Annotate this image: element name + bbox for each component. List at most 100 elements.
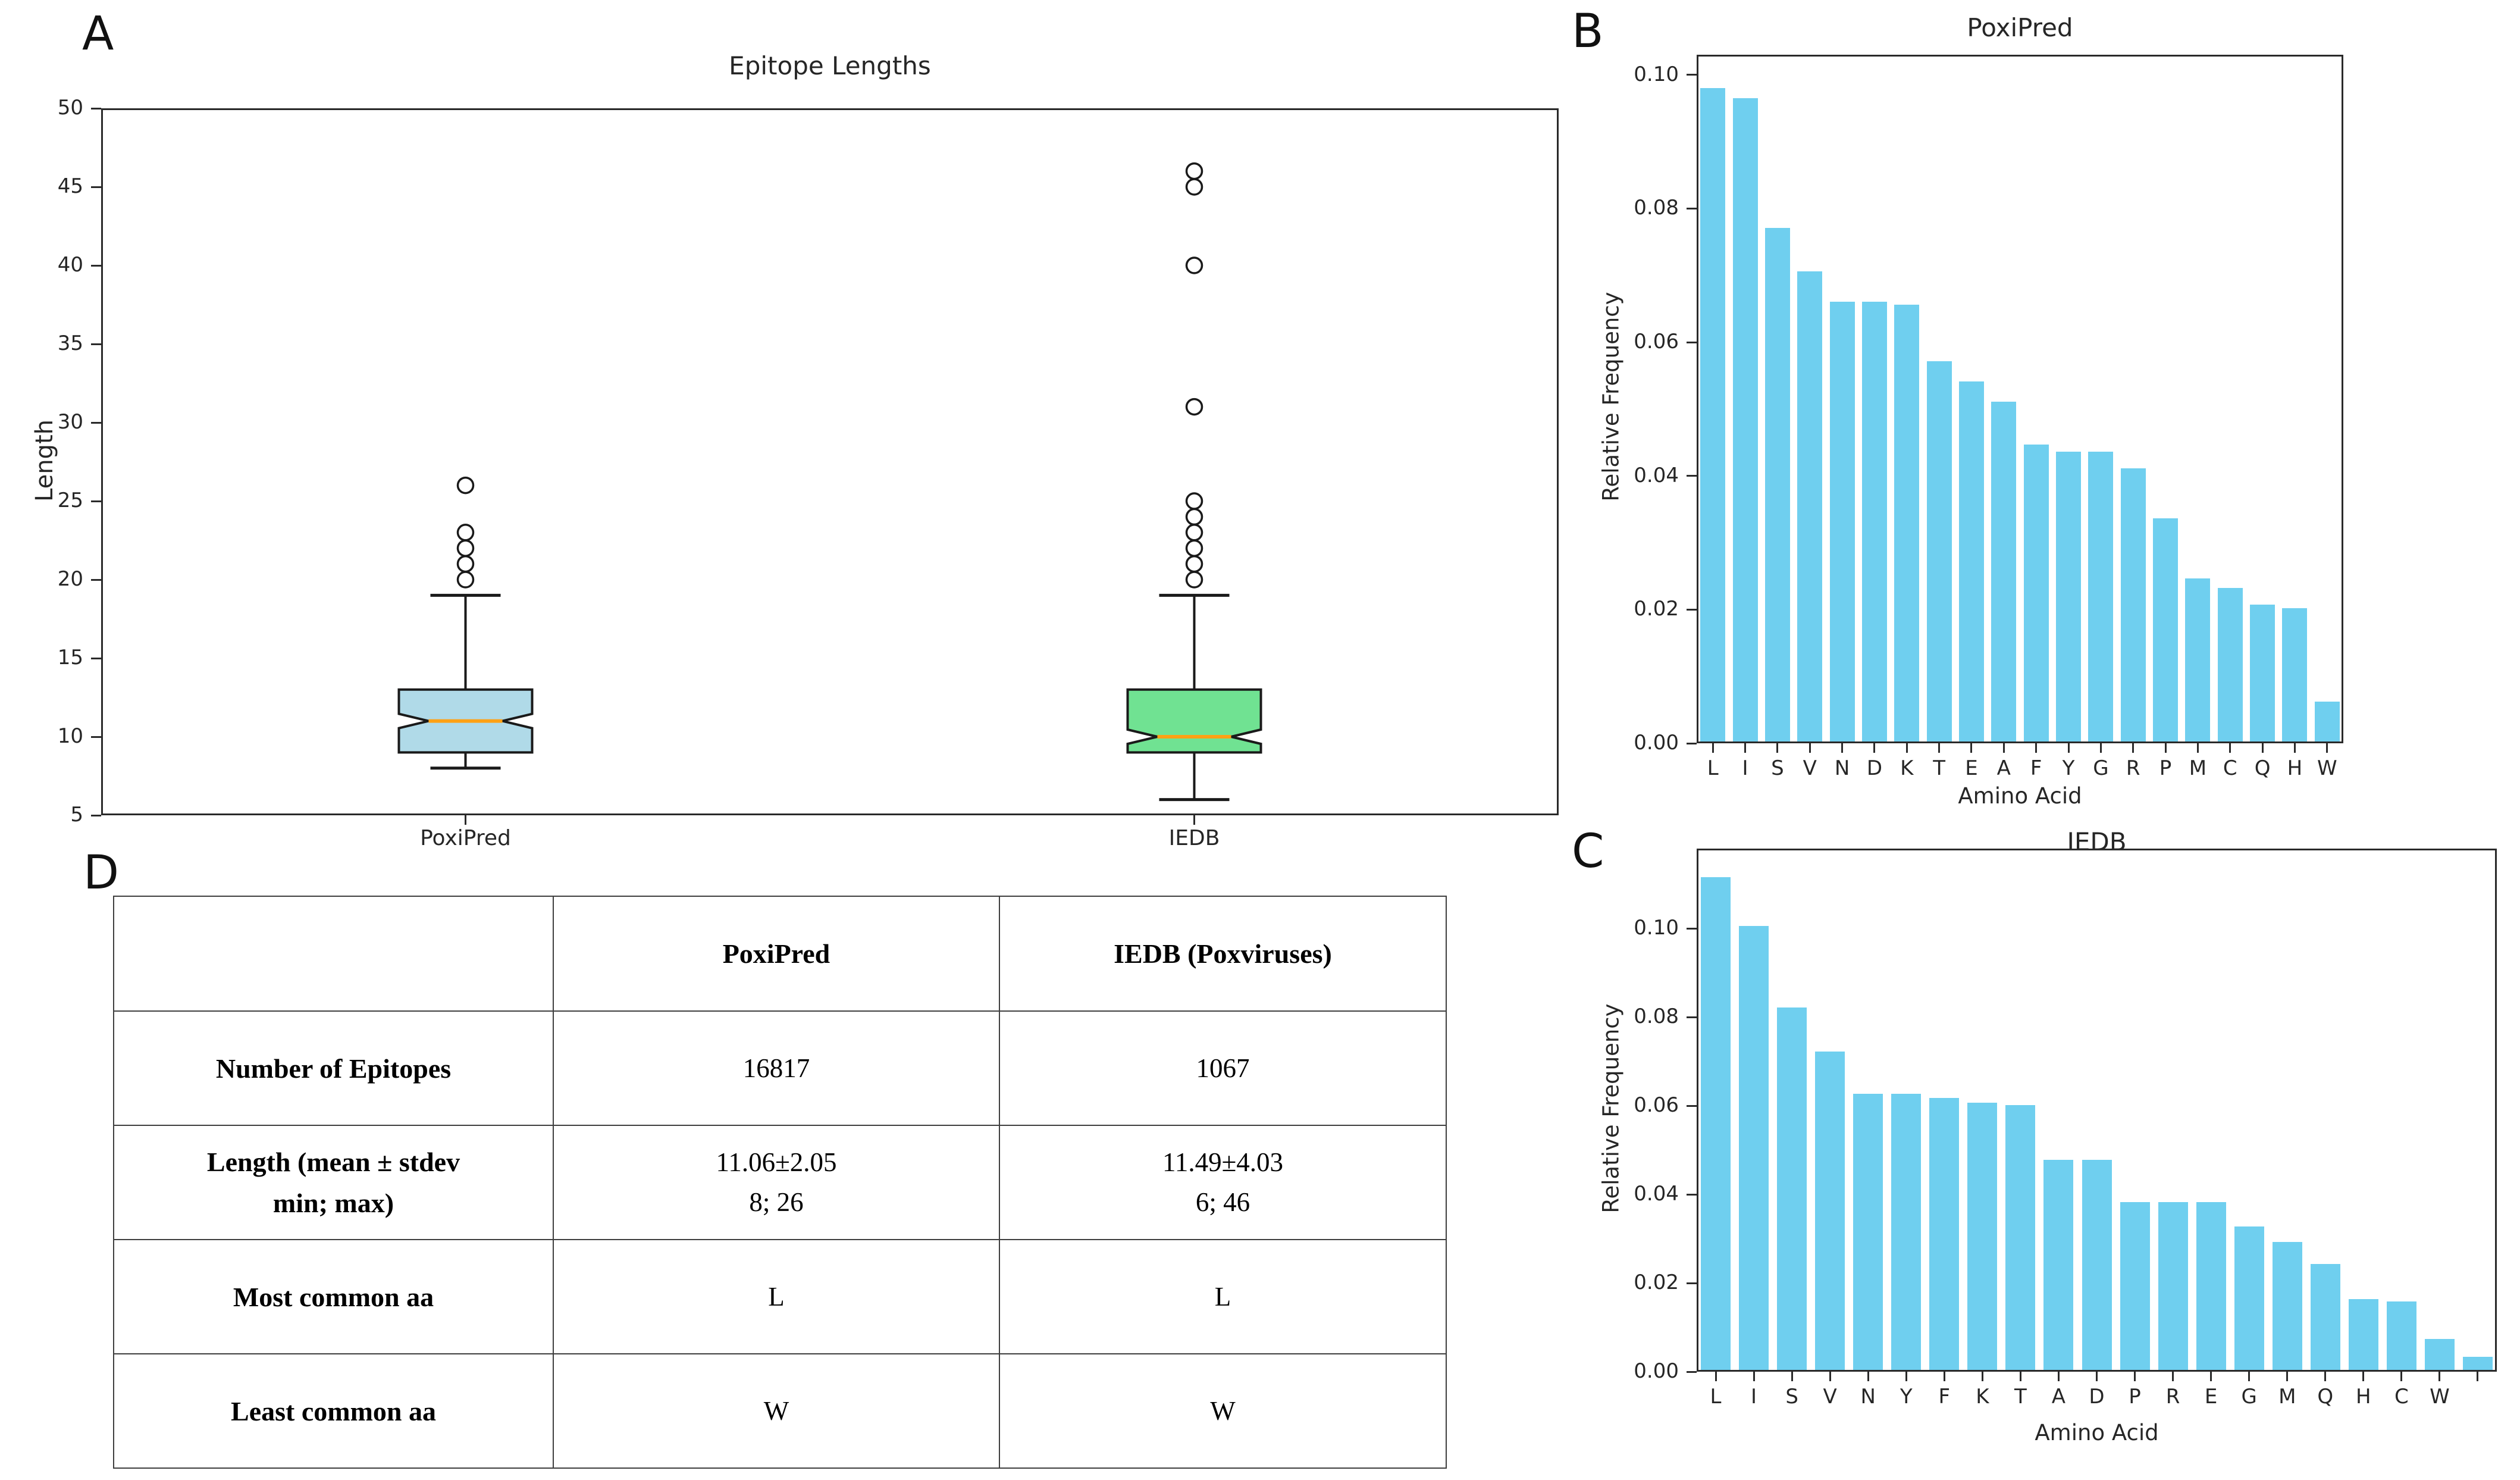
- outlier-point: [1185, 555, 1203, 573]
- x-tick-label: K: [1976, 1385, 1989, 1409]
- bar: [1967, 1102, 1998, 1370]
- table-row-label: Most common aa: [113, 1239, 554, 1354]
- bar: [2158, 1201, 2188, 1370]
- y-tick-label: 5: [70, 803, 83, 827]
- x-tick-mark: [465, 815, 466, 825]
- y-tick-label: 0.08: [1634, 196, 1679, 220]
- boxplot-canvas: [397, 162, 1262, 802]
- y-tick-mark: [91, 736, 101, 738]
- outlier-point: [1185, 524, 1203, 542]
- x-tick-label: N: [1834, 756, 1850, 780]
- y-tick-mark: [1687, 475, 1697, 477]
- bar: [2282, 608, 2308, 741]
- x-tick-mark: [2229, 743, 2231, 753]
- table-cell-poxipred: 11.06±2.05 8; 26: [553, 1125, 1000, 1240]
- table-row: Least common aa W W: [113, 1353, 1447, 1469]
- x-tick-mark: [2035, 743, 2038, 753]
- bar: [2424, 1339, 2455, 1370]
- x-tick-label: W: [2430, 1385, 2450, 1409]
- x-tick-label: Y: [2062, 756, 2075, 780]
- y-tick-label: 35: [57, 331, 83, 355]
- y-tick-mark: [1687, 1016, 1697, 1018]
- bar: [1829, 301, 1855, 741]
- bar: [1891, 1094, 1922, 1370]
- x-tick-mark: [2286, 1372, 2289, 1381]
- table-row: Length (mean ± stdev min; max) 11.06±2.0…: [113, 1125, 1447, 1240]
- x-tick-label: I: [1742, 756, 1748, 780]
- bar: [2217, 588, 2243, 741]
- x-tick-mark: [2210, 1372, 2212, 1381]
- table-header-row: PoxiPred IEDB (Poxviruses): [113, 896, 1447, 1012]
- x-tick-mark: [1970, 743, 1973, 753]
- bar: [2196, 1201, 2226, 1370]
- x-tick-mark: [2400, 1372, 2403, 1381]
- x-tick-mark: [2132, 743, 2135, 753]
- y-tick-mark: [91, 186, 101, 188]
- x-tick-label: C: [2223, 756, 2237, 780]
- x-tick-label: Q: [2317, 1385, 2334, 1409]
- bar: [2234, 1226, 2264, 1370]
- x-tick-label: L: [1707, 756, 1719, 780]
- table-corner-cell: [113, 896, 554, 1012]
- x-tick-mark: [1193, 815, 1195, 825]
- x-tick-label: S: [1785, 1385, 1798, 1409]
- y-tick-label: 50: [57, 96, 83, 120]
- table-cell-iedb: L: [999, 1239, 1447, 1354]
- bar: [2185, 578, 2211, 741]
- bar-chart-poxipred-y-axis-label: Relative Frequency: [1598, 292, 1624, 502]
- bar-chart-poxipred-plot-area: [1697, 55, 2343, 743]
- x-tick-mark: [1981, 1372, 1983, 1381]
- y-tick-label: 45: [57, 174, 83, 198]
- x-tick-label: A: [2051, 1385, 2066, 1409]
- y-tick-mark: [1687, 341, 1697, 343]
- y-tick-label: 0.10: [1634, 916, 1679, 940]
- bar: [2023, 445, 2049, 741]
- bar: [1739, 925, 1769, 1370]
- x-tick-mark: [1715, 1372, 1717, 1381]
- bar: [1732, 98, 1758, 741]
- boxplot-title: Epitope Lengths: [729, 51, 931, 80]
- table-cell-poxipred: L: [553, 1239, 1000, 1354]
- bar: [1929, 1098, 1960, 1370]
- x-tick-label: Q: [2254, 756, 2271, 780]
- x-tick-mark: [1841, 743, 1844, 753]
- y-tick-mark: [91, 814, 101, 816]
- y-tick-label: 0.02: [1634, 1271, 1679, 1295]
- x-tick-mark: [1829, 1372, 1831, 1381]
- y-tick-label: 10: [57, 724, 83, 748]
- bar: [2310, 1263, 2340, 1370]
- outlier-point: [1185, 256, 1203, 274]
- outlier-point: [456, 555, 475, 573]
- x-tick-mark: [1776, 743, 1779, 753]
- x-tick-label: R: [2126, 756, 2140, 780]
- x-tick-label: E: [2204, 1385, 2218, 1409]
- x-tick-label: N: [1860, 1385, 1876, 1409]
- bar: [1926, 361, 1952, 741]
- y-tick-mark: [91, 421, 101, 424]
- table-header-poxipred: PoxiPred: [553, 896, 1000, 1012]
- bar: [1700, 88, 1726, 741]
- x-tick-label: M: [2189, 756, 2207, 780]
- x-tick-label: M: [2278, 1385, 2296, 1409]
- x-tick-mark: [2248, 1372, 2251, 1381]
- bar: [2272, 1241, 2302, 1370]
- outlier-point: [456, 571, 475, 589]
- bar: [1797, 271, 1823, 741]
- panel-label-d: D: [83, 846, 120, 900]
- bar: [1815, 1052, 1845, 1370]
- table-cell-iedb: 1067: [999, 1010, 1447, 1126]
- x-tick-label: K: [1900, 756, 1914, 780]
- y-tick-mark: [91, 500, 101, 502]
- x-tick-label: H: [2287, 756, 2303, 780]
- bar: [1991, 401, 2017, 741]
- outlier-point: [1185, 508, 1203, 526]
- x-tick-label: P: [2129, 1385, 2141, 1409]
- y-tick-mark: [1687, 927, 1697, 930]
- x-tick-mark: [1873, 743, 1876, 753]
- outlier-point: [1185, 162, 1203, 180]
- x-tick-mark: [2099, 743, 2102, 753]
- y-tick-mark: [1687, 207, 1697, 209]
- bar: [2348, 1299, 2378, 1370]
- y-tick-mark: [91, 107, 101, 109]
- outlier-point: [1185, 571, 1203, 589]
